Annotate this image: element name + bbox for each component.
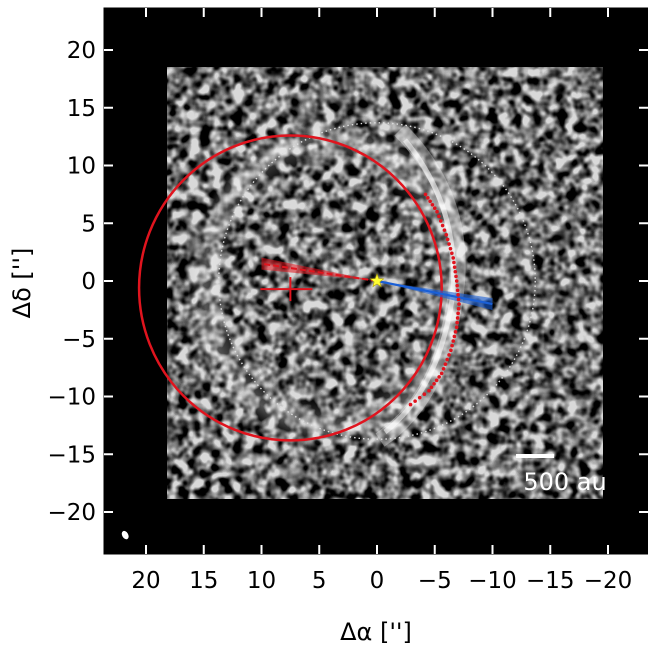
arc-point <box>452 265 457 269</box>
arc-point <box>437 375 441 379</box>
arc-point <box>456 311 460 316</box>
arc-point <box>444 233 449 237</box>
arc-point <box>456 293 460 297</box>
arc-point <box>413 399 417 403</box>
x-tick-label: 5 <box>312 568 327 594</box>
arc-point <box>450 251 454 256</box>
arc-point <box>429 385 434 390</box>
y-tick-label: −20 <box>47 500 96 526</box>
red-ray-wedge <box>261 257 377 281</box>
arc-point <box>454 274 458 279</box>
arc-point <box>437 214 441 219</box>
arc-point <box>451 256 456 260</box>
y-tick-label: −10 <box>47 385 96 411</box>
arc-point <box>449 348 453 353</box>
ring-glow <box>190 121 470 445</box>
arc-point <box>455 320 459 325</box>
arc-point <box>434 378 439 383</box>
x-tick-label: −20 <box>584 568 633 594</box>
x-tick-label: −10 <box>468 568 517 594</box>
arc-point <box>454 325 459 330</box>
y-tick-label: 0 <box>81 269 96 295</box>
arc-point <box>447 242 451 246</box>
arc-point <box>448 246 453 251</box>
x-tick-label: −5 <box>418 568 452 594</box>
y-tick-label: −5 <box>62 327 96 353</box>
arc-point <box>447 353 451 357</box>
arc-point <box>453 330 458 334</box>
x-tick-label: 15 <box>189 568 218 594</box>
x-tick-label: 0 <box>370 568 385 594</box>
blue-ray-wedge <box>377 281 493 311</box>
y-tick-label: 20 <box>67 38 96 64</box>
arc-point <box>422 392 427 396</box>
x-axis-label: Δα [''] <box>340 618 412 646</box>
arc-point <box>426 196 430 200</box>
arc-point <box>451 339 456 343</box>
arc-point <box>430 202 435 207</box>
arc-point <box>456 306 461 311</box>
x-tick-label: −15 <box>526 568 575 594</box>
arc-point <box>452 334 457 339</box>
arc-point <box>440 223 445 228</box>
blue-ray <box>376 279 493 306</box>
y-tick-label: 15 <box>67 96 96 122</box>
y-tick-label: −15 <box>47 442 96 468</box>
y-axis-label: Δδ [''] <box>8 248 36 319</box>
arc-point <box>439 371 444 376</box>
arc-point <box>441 366 446 371</box>
beam-ellipse <box>121 530 129 540</box>
y-tick-label: 5 <box>81 211 96 237</box>
arc-point <box>455 316 460 320</box>
arc-point <box>455 288 460 293</box>
arc-point <box>445 357 450 362</box>
x-tick-label: 10 <box>247 568 276 594</box>
arc-point <box>450 343 454 348</box>
arc-point <box>457 302 461 306</box>
arc-point <box>455 283 459 288</box>
arc-point <box>432 206 437 211</box>
arc-point <box>423 192 428 197</box>
arc-point <box>435 209 439 214</box>
arc-point <box>442 228 447 232</box>
arc-point <box>454 279 459 283</box>
red-ellipse <box>137 134 443 442</box>
arc-point <box>445 237 450 242</box>
arc-point <box>417 395 422 400</box>
arc-point <box>408 402 413 407</box>
y-tick-label: 10 <box>67 154 96 180</box>
star-marker <box>369 273 385 288</box>
arc-point <box>452 260 456 265</box>
arc-point <box>453 269 458 274</box>
dotted-circle <box>218 122 536 440</box>
red-ray <box>261 262 378 282</box>
arc-point <box>427 388 431 393</box>
arc-point <box>456 297 461 302</box>
arc-point <box>432 381 436 386</box>
arc-point <box>438 219 443 223</box>
x-tick-label: 20 <box>131 568 160 594</box>
scale-bar-label: 500 au <box>523 468 606 496</box>
arc-point <box>428 199 432 204</box>
arc-point <box>443 362 448 366</box>
